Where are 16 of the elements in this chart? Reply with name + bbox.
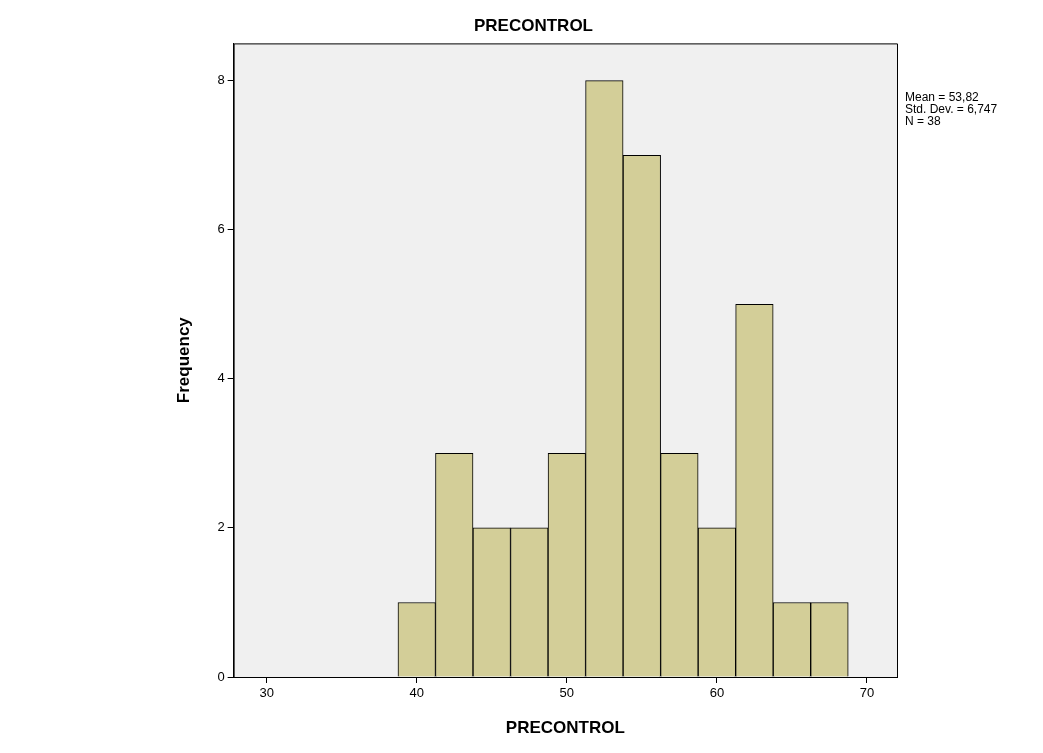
x-tick-label: 60 [709,685,725,701]
x-axis-title: PRECONTROL [505,718,625,738]
y-tick-label: 8 [217,72,225,88]
text: N = 38 [905,113,942,128]
y-tick-label: 4 [217,370,225,386]
text: Mean = 53,82 [905,89,980,104]
x-tick-label: 30 [259,685,274,701]
x-tick-label: 50 [559,685,575,701]
y-tick-label: 6 [217,221,225,237]
y-axis-title: Frequency [173,316,193,404]
x-tick-label: 40 [409,685,424,701]
y-tick-label: 0 [217,668,225,684]
x-tick-label: 70 [859,685,875,701]
text: Std. Dev. = 6,747 [905,101,998,116]
chart-title: PRECONTROL [474,15,593,35]
y-tick-label: 2 [217,519,225,535]
